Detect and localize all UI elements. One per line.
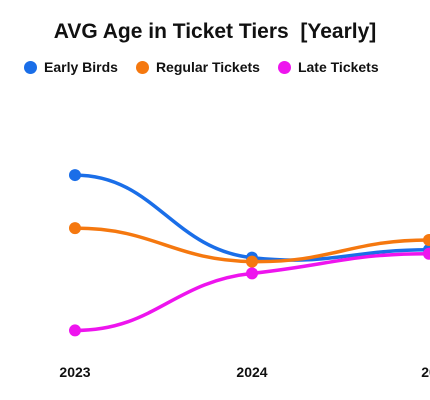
legend-label-regular-tickets: Regular Tickets <box>155 59 260 75</box>
chart-title: AVG Age in Ticket Tiers [Yearly] <box>53 20 377 43</box>
legend-label-late-tickets: Late Tickets <box>297 59 379 75</box>
data-point-regular-tickets-2023[interactable] <box>69 222 81 235</box>
legend-item-regular-tickets[interactable]: Regular Tickets <box>135 59 260 75</box>
data-point-regular-tickets-2025[interactable] <box>423 233 430 246</box>
legend-label-early-birds: Early Birds <box>44 59 118 75</box>
legend-item-early-birds[interactable]: Early Birds <box>24 59 118 75</box>
legend-marker-early-birds <box>24 60 37 74</box>
x-tick-label-2025: 20 <box>421 364 430 380</box>
series-line-early-birds[interactable] <box>73 173 430 262</box>
data-point-late-tickets-2023[interactable] <box>69 324 81 337</box>
legend-marker-late-tickets <box>277 60 291 74</box>
x-tick-label-2024: 2024 <box>236 364 267 380</box>
data-point-early-birds-2023[interactable] <box>69 169 81 182</box>
data-point-regular-tickets-2024[interactable] <box>246 255 258 268</box>
legend-item-late-tickets[interactable]: Late Tickets <box>277 59 379 75</box>
data-point-late-tickets-2024[interactable] <box>246 267 258 280</box>
data-point-late-tickets-2025[interactable] <box>423 247 430 260</box>
legend-marker-regular-tickets <box>135 60 149 74</box>
x-tick-label-2023: 2023 <box>59 364 90 380</box>
legend: Early Birds Regular Tickets Late Tickets <box>24 59 397 75</box>
